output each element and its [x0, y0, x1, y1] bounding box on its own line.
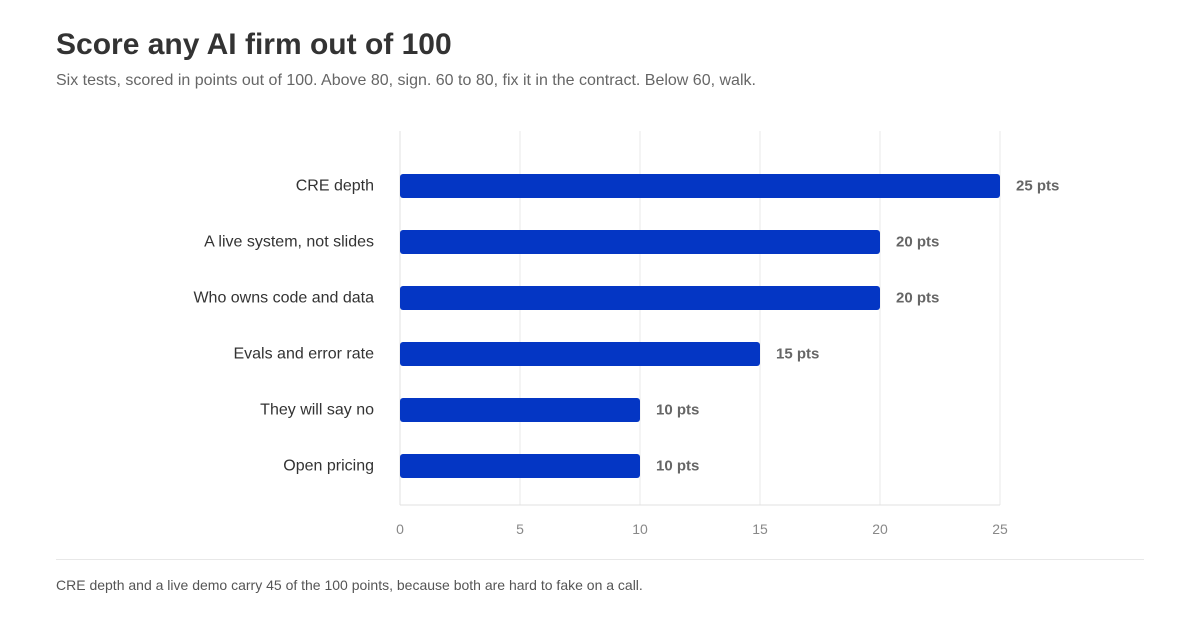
- bar: [400, 174, 1000, 198]
- category-label: They will say no: [260, 402, 374, 419]
- value-label: 10 pts: [656, 402, 699, 419]
- value-label: 10 pts: [656, 458, 699, 475]
- x-tick-label: 5: [516, 521, 524, 537]
- footer-divider: [56, 559, 1144, 560]
- x-tick-label: 25: [992, 521, 1008, 537]
- x-tick-label: 0: [396, 521, 404, 537]
- bar: [400, 342, 760, 366]
- category-label: Who owns code and data: [193, 290, 374, 307]
- category-label: Open pricing: [283, 458, 374, 475]
- value-label: 20 pts: [896, 234, 939, 251]
- x-tick-label: 20: [872, 521, 888, 537]
- x-tick-label: 10: [632, 521, 648, 537]
- x-tick-label: 15: [752, 521, 768, 537]
- value-label: 25 pts: [1016, 178, 1059, 195]
- bar: [400, 398, 640, 422]
- category-label: A live system, not slides: [204, 234, 374, 251]
- value-label: 15 pts: [776, 346, 819, 363]
- bar: [400, 230, 880, 254]
- chart-footnote: CRE depth and a live demo carry 45 of th…: [56, 577, 643, 593]
- category-label: Evals and error rate: [233, 346, 374, 363]
- bar-chart: 0 5 10 15 20 25 CRE depth 25 pts A live system, …: [193, 131, 1059, 537]
- chart-subtitle: Six tests, scored in points out of 100. …: [56, 72, 756, 89]
- chart-title: Score any AI firm out of 100: [56, 28, 452, 61]
- bar: [400, 286, 880, 310]
- value-label: 20 pts: [896, 290, 939, 307]
- bar: [400, 454, 640, 478]
- category-label: CRE depth: [296, 178, 374, 195]
